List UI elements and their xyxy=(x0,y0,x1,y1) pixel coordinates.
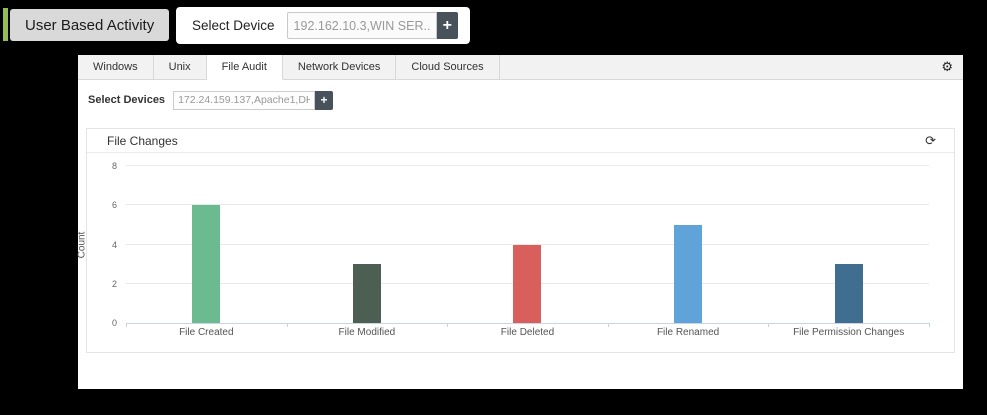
bar-file-permission-changes[interactable] xyxy=(834,264,863,323)
gridline xyxy=(126,165,929,166)
tab-network-devices[interactable]: Network Devices xyxy=(282,55,397,79)
device-filter-row: Select Devices + xyxy=(78,80,963,112)
bar-file-modified[interactable] xyxy=(352,264,381,323)
gridline xyxy=(126,243,929,245)
select-device-input[interactable] xyxy=(286,12,437,39)
bar-column xyxy=(608,166,769,323)
bar-column xyxy=(447,166,608,323)
y-tick-label: 4 xyxy=(111,239,117,250)
header-accent-bar xyxy=(3,8,8,41)
select-device-card: Select Device + xyxy=(176,7,470,44)
bar-file-renamed[interactable] xyxy=(674,224,703,323)
panel-header: File Changes ⟳ xyxy=(87,129,954,153)
x-axis-tick xyxy=(768,323,770,327)
add-device-button[interactable]: + xyxy=(436,12,458,39)
main-panel: Windows Unix File Audit Network Devices Clou… xyxy=(77,55,963,389)
x-axis-label: File Modified xyxy=(338,327,396,338)
gridline xyxy=(126,204,929,206)
gear-icon[interactable]: ⚙ xyxy=(941,60,953,75)
y-tick-label: 2 xyxy=(111,278,117,289)
page-title: User Based Activity xyxy=(10,9,170,41)
tab-windows[interactable]: Windows xyxy=(78,55,154,79)
select-devices-label: Select Devices xyxy=(88,94,166,106)
x-axis-tick xyxy=(607,323,609,327)
bar-file-created[interactable] xyxy=(192,205,221,323)
bar-chart: 0 2 4 6 8 Count xyxy=(77,161,930,328)
add-devices-button[interactable]: + xyxy=(315,90,334,110)
x-axis-label: File Created xyxy=(179,327,234,338)
x-axis-label: File Renamed xyxy=(656,327,720,338)
x-labels: File Created File Modified File Deleted Fil… xyxy=(126,327,929,338)
x-axis-tick xyxy=(447,323,449,327)
tab-file-audit[interactable]: File Audit xyxy=(206,55,283,80)
bar-column xyxy=(768,166,929,323)
select-device-label: Select Device xyxy=(192,18,275,33)
tab-bar-tabs: Windows Unix File Audit Network Devices Clou… xyxy=(78,55,500,80)
x-axis-label: File Deleted xyxy=(500,327,555,338)
bars-layer xyxy=(126,166,929,323)
x-axis-tick xyxy=(929,323,930,327)
x-axis-label: File Permission Changes xyxy=(793,327,905,338)
refresh-icon[interactable]: ⟳ xyxy=(925,133,936,149)
y-tick-label: 8 xyxy=(111,161,117,171)
bar-column xyxy=(126,166,287,323)
panel-title: File Changes xyxy=(107,133,178,148)
bar-file-deleted[interactable] xyxy=(513,244,542,323)
tab-cloud-sources[interactable]: Cloud Sources xyxy=(396,55,500,79)
tab-unix[interactable]: Unix xyxy=(153,55,207,79)
x-axis-tick xyxy=(126,323,127,327)
y-axis-title: Count xyxy=(76,231,88,258)
select-devices-input[interactable] xyxy=(173,90,316,110)
x-axis-tick xyxy=(286,323,288,327)
bar-column xyxy=(287,166,448,323)
y-tick-label: 0 xyxy=(111,318,117,328)
tab-bar: Windows Unix File Audit Network Devices Clou… xyxy=(78,55,963,80)
y-tick-label: 6 xyxy=(111,200,117,211)
